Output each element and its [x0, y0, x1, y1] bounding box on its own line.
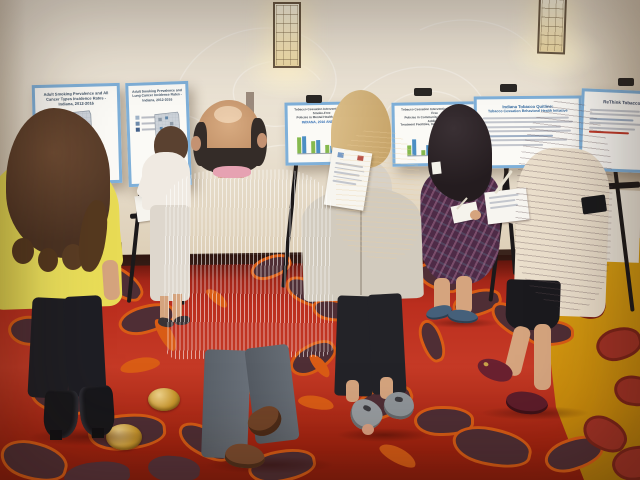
hand: [470, 210, 481, 220]
ear: [191, 136, 201, 151]
leg: [534, 324, 551, 390]
easel-clamp: [500, 84, 517, 92]
carpet-blob: [414, 406, 474, 436]
floor-medallion: [106, 424, 142, 450]
ankle: [346, 380, 359, 402]
shirt-collar: [213, 166, 251, 178]
easel-clamp: [306, 95, 322, 103]
head-shine: [214, 106, 242, 123]
hair-curl: [12, 238, 34, 264]
floor-shadow: [336, 428, 432, 442]
easel-clamp: [414, 88, 432, 96]
bare-heel: [362, 424, 374, 435]
boot-heel: [92, 428, 104, 438]
hair-curl: [38, 248, 58, 272]
hair: [336, 128, 420, 260]
floor-medallion: [148, 388, 180, 411]
blazer-seam: [360, 200, 362, 295]
leg: [456, 276, 472, 314]
easel-clamp: [618, 78, 634, 86]
boot-heel: [50, 430, 62, 440]
wall-sconce-left: [273, 2, 301, 68]
ear: [257, 133, 267, 148]
hair: [428, 104, 492, 202]
